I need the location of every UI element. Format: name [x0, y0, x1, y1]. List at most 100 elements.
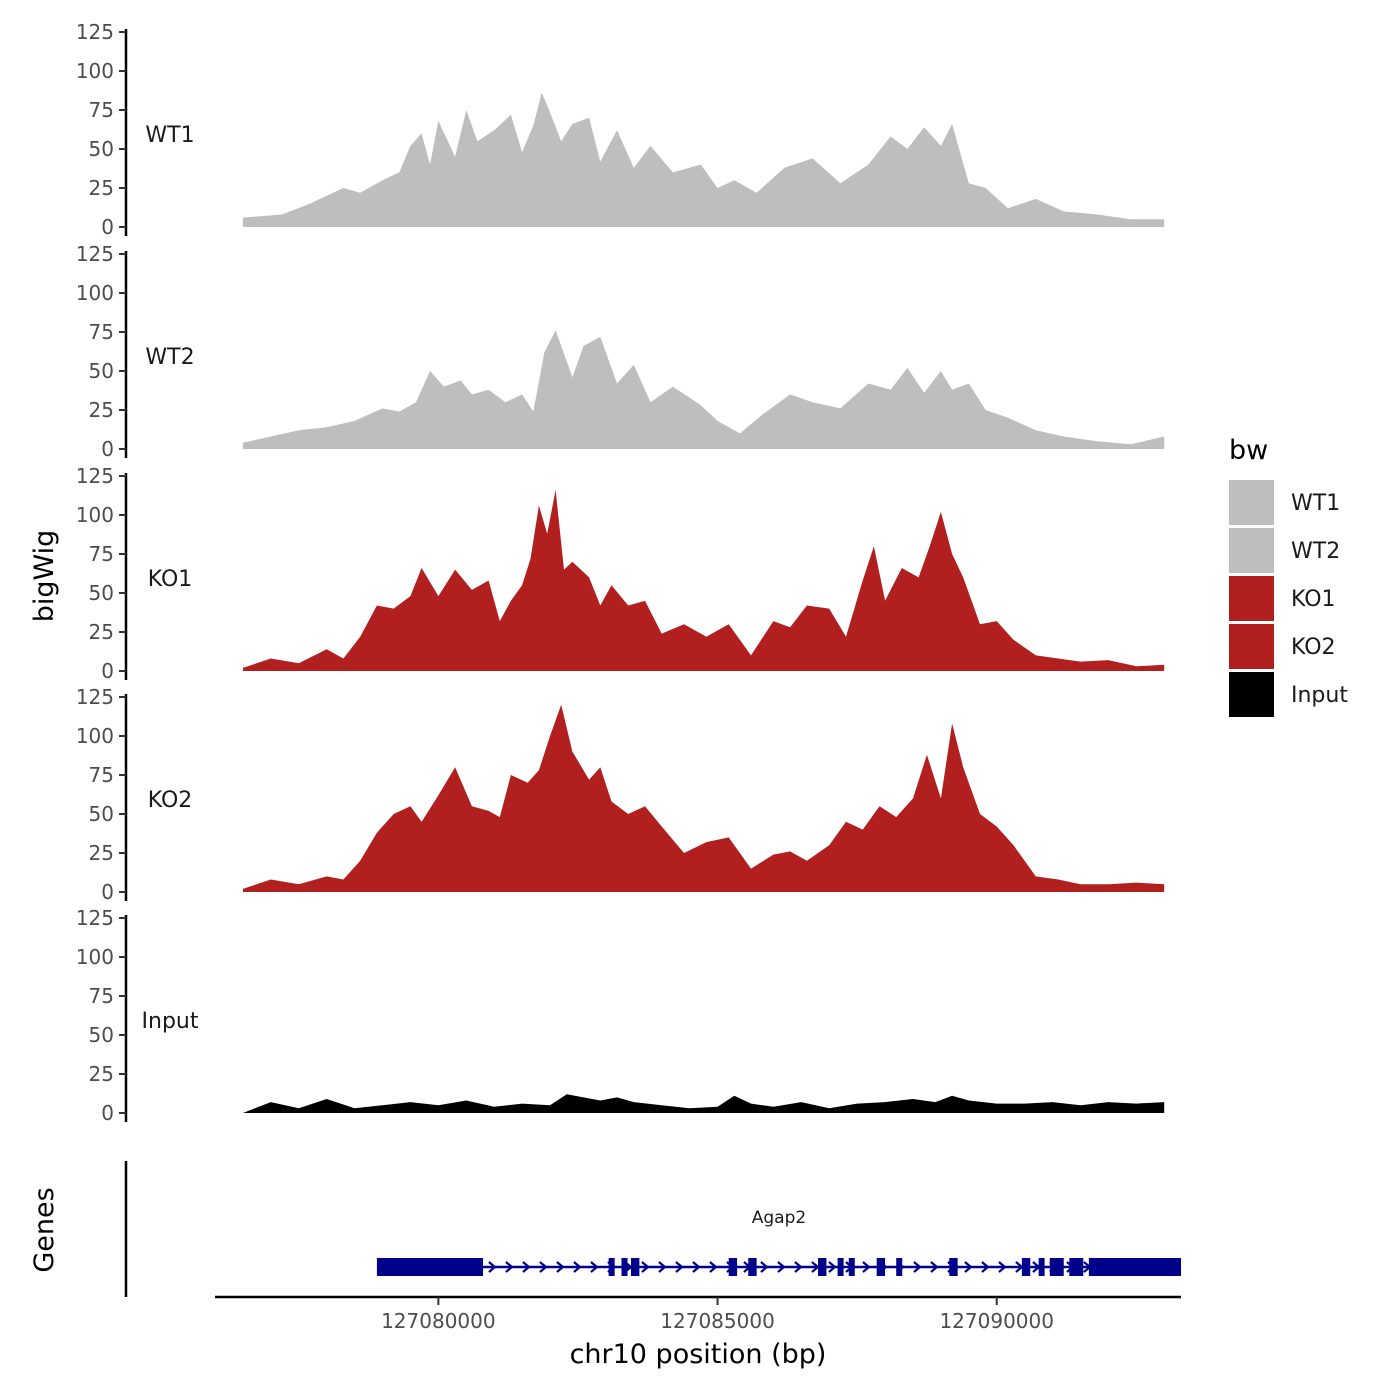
y-tick-label: 50: [89, 137, 114, 161]
track-label: Input: [142, 1009, 199, 1034]
strand-arrow: [913, 1261, 922, 1273]
x-axis: 127080000 127085000 127090000: [215, 1295, 1181, 1333]
exon: [1038, 1258, 1045, 1276]
exon: [896, 1258, 903, 1276]
legend-swatch: [1229, 528, 1274, 573]
exon: [837, 1258, 844, 1276]
area-wt1: [242, 92, 1165, 227]
y-tick-label: 25: [89, 398, 114, 422]
track-label: KO1: [148, 567, 193, 592]
strand-arrow: [488, 1261, 497, 1273]
strand-arrow: [675, 1261, 684, 1273]
y-axis-title: bigWig: [29, 530, 60, 623]
y-tick-label: 75: [89, 98, 114, 122]
track-label: KO2: [148, 788, 193, 813]
gene-agap2: Agap2: [376, 1208, 1181, 1276]
exon: [748, 1258, 757, 1276]
x-tick-label: 127085000: [660, 1309, 775, 1333]
legend-item-wt2: WT2: [1229, 528, 1340, 573]
y-tick-label: 75: [89, 984, 114, 1008]
area-input: [242, 1094, 1165, 1113]
area-ko2: [242, 704, 1165, 892]
strand-arrow: [794, 1261, 803, 1273]
strand-arrow: [760, 1261, 769, 1273]
strand-arrow: [862, 1261, 871, 1273]
gene-track: Agap2: [124, 1161, 1181, 1297]
y-tick-label: 0: [101, 437, 114, 461]
strand-arrow: [539, 1261, 548, 1273]
strand-arrow: [556, 1261, 565, 1273]
track-wt1: 0 25 50 75 100 125 WT1: [76, 20, 1165, 239]
strand-arrow: [998, 1261, 1007, 1273]
y-tick-label: 25: [89, 841, 114, 865]
y-tick-label: 100: [76, 281, 114, 305]
y-tick-label: 50: [89, 359, 114, 383]
legend-swatch: [1229, 576, 1274, 621]
y-tick-label: 50: [89, 1023, 114, 1047]
x-tick-label: 127090000: [939, 1309, 1054, 1333]
y-tick-label: 0: [101, 659, 114, 683]
gene-label: Agap2: [752, 1208, 806, 1228]
strand-arrow: [930, 1261, 939, 1273]
y-tick-label: 125: [76, 464, 114, 488]
strand-arrow: [522, 1261, 531, 1273]
y-tick-label: 75: [89, 320, 114, 344]
y-tick-label: 125: [76, 906, 114, 930]
area-wt2: [242, 330, 1165, 449]
y-tick-label: 75: [89, 763, 114, 787]
exon: [1069, 1258, 1084, 1276]
exon: [949, 1258, 958, 1276]
y-tick-label: 25: [89, 176, 114, 200]
strand-arrow: [981, 1261, 990, 1273]
legend: bw WT1 WT2 KO1 KO2 Input: [1229, 435, 1348, 717]
legend-item-input: Input: [1229, 672, 1348, 717]
exon: [728, 1258, 738, 1276]
exon: [621, 1258, 628, 1276]
exon: [1049, 1258, 1064, 1276]
track-label: WT2: [145, 345, 194, 370]
exon: [876, 1258, 886, 1276]
strand-arrow: [692, 1261, 701, 1273]
y-tick-label: 75: [89, 542, 114, 566]
y-tick-label: 125: [76, 685, 114, 709]
y-tick-label: 0: [101, 880, 114, 904]
legend-swatch: [1229, 624, 1274, 669]
legend-label: WT2: [1291, 539, 1340, 564]
strand-arrow: [964, 1261, 973, 1273]
strand-arrow: [777, 1261, 786, 1273]
legend-item-ko1: KO1: [1229, 576, 1336, 621]
strand-arrow: [573, 1261, 582, 1273]
strand-arrow: [658, 1261, 667, 1273]
y-tick-label: 125: [76, 20, 114, 44]
exon: [1021, 1258, 1031, 1276]
coverage-tracks: 0 25 50 75 100 125 WT1 0 25 50 75 100 125 WT2 0 25 50 75 1…: [76, 20, 1165, 1125]
strand-arrow: [641, 1261, 650, 1273]
exon: [608, 1258, 615, 1276]
track-input: 0 25 50 75 100 125 Input: [76, 906, 1165, 1125]
y-tick-label: 25: [89, 620, 114, 644]
strand-arrow: [505, 1261, 514, 1273]
legend-label: Input: [1291, 683, 1348, 708]
y-tick-label: 100: [76, 945, 114, 969]
legend-swatch: [1229, 480, 1274, 525]
track-ko1: 0 25 50 75 100 125 KO1: [76, 464, 1165, 683]
track-wt2: 0 25 50 75 100 125 WT2: [76, 242, 1165, 461]
legend-item-ko2: KO2: [1229, 624, 1336, 669]
track-ko2: 0 25 50 75 100 125 KO2: [76, 685, 1165, 904]
x-axis-title: chr10 position (bp): [570, 1339, 827, 1370]
y-tick-label: 0: [101, 215, 114, 239]
legend-label: KO2: [1291, 635, 1336, 660]
y-tick-label: 0: [101, 1101, 114, 1125]
legend-label: WT1: [1291, 491, 1340, 516]
exon: [376, 1258, 484, 1276]
exon: [1088, 1258, 1095, 1276]
y-tick-label: 100: [76, 59, 114, 83]
area-ko1: [242, 490, 1165, 671]
strand-arrow: [590, 1261, 599, 1273]
genes-axis-title: Genes: [29, 1187, 60, 1272]
strand-arrow: [811, 1261, 820, 1273]
y-tick-label: 50: [89, 581, 114, 605]
y-tick-label: 25: [89, 1062, 114, 1086]
legend-swatch: [1229, 672, 1274, 717]
